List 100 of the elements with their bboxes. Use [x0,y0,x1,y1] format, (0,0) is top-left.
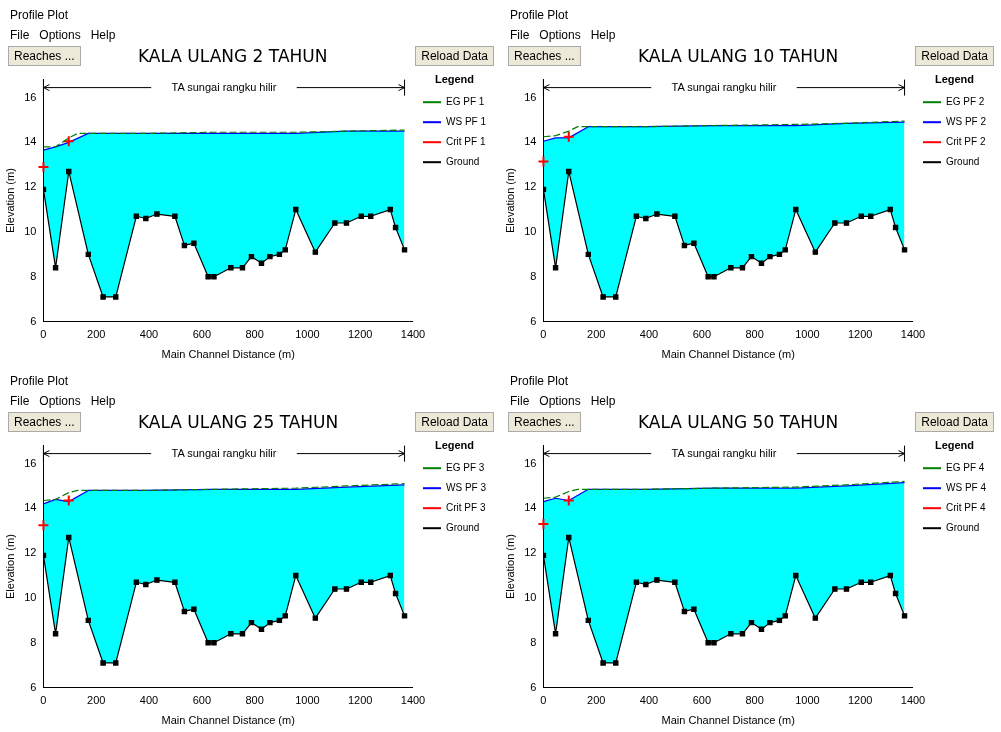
text: Reaches ... [508,46,581,66]
point [782,613,788,619]
text: File [10,28,30,42]
point [832,220,838,226]
point [228,631,234,637]
point [401,247,408,253]
legend-label: EG PF 1 [446,95,485,107]
x-tick-label: 200 [587,328,606,341]
chart-title: KALA ULANG 10 TAHUN [630,44,856,68]
point [767,253,773,260]
x-tick-label: 1200 [847,328,873,341]
text: Help [590,394,616,408]
point [552,265,559,271]
x-tick-label: 1000 [795,694,820,707]
y-tick-label: 14 [524,135,537,148]
text: Reaches ... [508,412,581,432]
point [643,581,649,588]
point [401,613,408,619]
point [343,586,350,592]
point [154,211,160,217]
point [312,249,319,255]
point [358,579,364,586]
text: Options [39,394,81,408]
point [172,579,178,586]
y-tick-label: 6 [30,314,37,327]
point [600,294,606,300]
text: Options [39,28,81,42]
legend-label: EG PF 3 [446,461,485,473]
point [537,155,550,168]
x-axis-title: Main Channel Distance (m) [661,348,795,361]
text: Reload Data [915,46,994,66]
point [793,572,799,579]
point [711,640,717,646]
x-tick-label: 1200 [847,694,873,707]
x-axis-title: Main Channel Distance (m) [161,348,295,361]
text: Options [539,394,581,408]
x-axis-title: Main Channel Distance (m) [161,714,295,727]
text: Reload Data [415,412,494,432]
annotation: TA sungai rangku hilir [671,446,777,459]
text: Reload Data [915,412,994,432]
point [901,247,908,253]
point [332,586,338,592]
point [843,220,850,226]
point [154,577,160,583]
point [239,265,246,271]
legend-label: Ground [446,521,480,533]
point [343,220,350,226]
point [282,247,288,253]
point [728,265,734,271]
x-tick-label: 600 [192,694,211,707]
x-tick-label: 1400 [400,694,426,707]
point [358,213,364,220]
point [332,220,338,226]
point [654,211,660,217]
point [312,615,319,621]
point [52,631,59,637]
text: File [10,394,30,408]
point [66,168,72,175]
text: Reaches ... [8,412,81,432]
point [368,579,374,586]
legend-label: Ground [946,155,980,167]
point [37,519,50,532]
text: Reaches ... [8,46,81,66]
point [100,660,106,666]
annotation: TA sungai rangku hilir [671,80,777,93]
legend-label: WS PF 1 [446,115,487,127]
legend-label: EG PF 4 [946,461,985,473]
y-tick-label: 10 [524,225,537,237]
point [191,240,197,246]
text: Profile Plot [10,374,69,388]
annotation: TA sungai rangku hilir [171,446,277,459]
point [211,274,217,280]
y-tick-label: 8 [30,269,37,282]
y-tick-label: 8 [530,635,537,648]
y-tick-label: 6 [530,314,537,327]
chart-title: KALA ULANG 50 TAHUN [630,410,856,434]
legend-title: Legend [934,72,975,85]
text: Options [539,28,581,42]
y-tick-label: 10 [24,591,37,603]
point [812,615,819,621]
legend-title: Legend [434,72,475,85]
legend-label: EG PF 2 [946,95,985,107]
text: Profile Plot [10,8,69,22]
point [52,265,59,271]
legend-label: WS PF 2 [946,115,987,127]
point [267,253,273,260]
text: Reload Data [415,46,494,66]
y-tick-label: 8 [530,269,537,282]
text: File [510,28,530,42]
point [739,631,746,637]
x-tick-label: 1000 [295,328,320,341]
x-tick-label: 800 [745,694,764,707]
line-series [43,129,406,148]
y-axis-title: Elevation (m) [3,168,16,233]
legend-label: Crit PF 3 [446,501,486,513]
text: File [510,394,530,408]
point [812,249,819,255]
point [100,294,106,300]
point [691,240,697,246]
point [566,534,572,541]
